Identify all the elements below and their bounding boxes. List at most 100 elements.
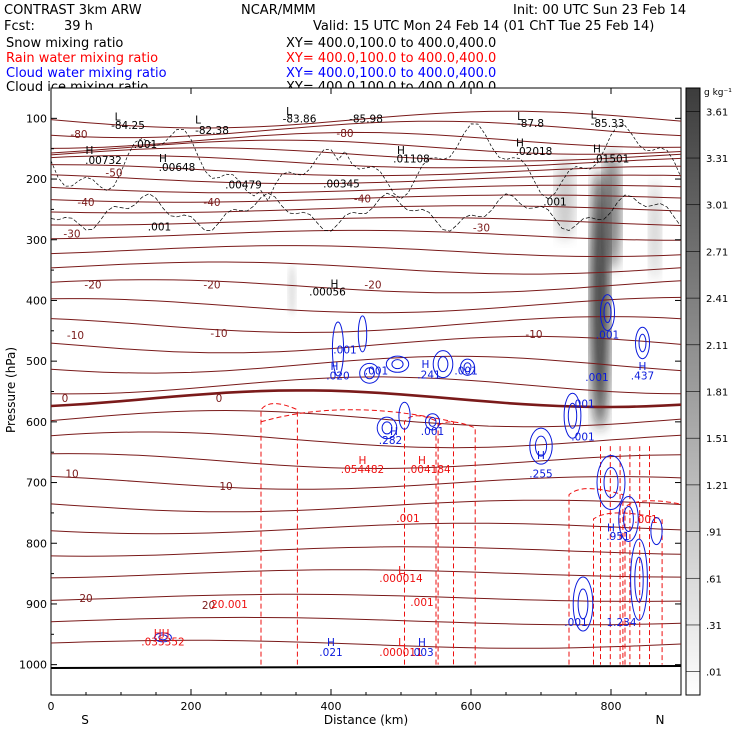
cloud-water-contour — [331, 321, 345, 377]
snow-ice-label: -82.38 — [195, 125, 229, 137]
isotherm — [51, 205, 681, 214]
snow-ice-label: .001 — [543, 197, 566, 209]
snow-ice-label: .001 — [148, 221, 171, 233]
isotherm — [51, 174, 681, 185]
temperature-label: -40 — [203, 197, 220, 209]
cloud-water-contour — [567, 402, 578, 429]
cloud-water-label: .020 — [326, 371, 349, 383]
cloud-water-label: .003 — [410, 647, 433, 659]
rain-label: L — [398, 565, 404, 577]
temperature-label: -20 — [203, 280, 220, 292]
isotherm — [51, 155, 681, 169]
y-tick-label: 600 — [26, 416, 47, 429]
snow-ice-label: .00479 — [225, 180, 262, 192]
rain-label: 20.001 — [211, 599, 248, 611]
valid-time: Valid: 15 UTC Mon 24 Feb 14 (01 ChT Tue … — [313, 19, 655, 34]
rain-contour — [568, 488, 624, 665]
rain-label: .001 — [410, 597, 433, 609]
cloud-water-label: H — [607, 522, 615, 534]
snow-ice-label: .00345 — [323, 178, 360, 190]
isotherm — [51, 431, 681, 449]
axes: 0 200 400 600 800100200300400500600700800900… — [19, 88, 682, 713]
rain-contour — [435, 421, 476, 665]
isotherm — [51, 229, 681, 241]
temperature-label: -20 — [364, 280, 381, 292]
temperature-label: 20 — [79, 593, 92, 605]
isotherm — [51, 194, 681, 203]
snow-ice-label: -85.98 — [349, 113, 383, 125]
rain-label: HH — [154, 628, 170, 640]
y-tick-label: 100 — [26, 112, 47, 125]
snow-ice-label: .01108 — [393, 153, 430, 165]
temperature-label: 20 — [202, 600, 215, 612]
cloud-water-label: .001 — [596, 329, 619, 341]
cloud-water-label: .437 — [631, 371, 654, 383]
rain-label: .000011 — [379, 647, 422, 659]
colorbar-label: 3.31 — [706, 154, 728, 165]
isotherm — [51, 261, 681, 275]
colorbar-label: .61 — [706, 574, 722, 585]
snow-ice-label: H — [331, 278, 339, 290]
temperature-contours — [51, 110, 681, 649]
cloud-water-label: H — [422, 359, 430, 371]
temperature-label: 0 — [62, 393, 69, 405]
isotherm — [51, 616, 681, 626]
cloud-water-contour — [391, 359, 404, 370]
snow-ice-label: L — [517, 111, 523, 123]
cloud-water-label: .282 — [379, 435, 402, 447]
cloud-water-label: H — [639, 361, 647, 373]
cloud-water-contour — [529, 427, 553, 465]
x-tick-label: 0 — [48, 700, 55, 713]
snow-ice-label: L — [195, 115, 201, 127]
isotherm — [51, 522, 681, 535]
isotherm — [51, 593, 681, 602]
cloud-water-contour — [425, 413, 440, 431]
cloud-water-contour — [381, 421, 393, 435]
isotherm-zero — [51, 389, 681, 409]
isotherm — [51, 131, 681, 149]
cloud-water-label: H — [327, 637, 335, 649]
isotherm — [51, 453, 681, 470]
cloud-water-contour — [376, 416, 398, 440]
snow-ice-label: .00648 — [159, 162, 196, 174]
y-tick-label: 500 — [26, 355, 47, 368]
temperature-label: -80 — [70, 129, 87, 141]
isotherm — [51, 316, 681, 334]
colorbar-unit: g kg⁻¹ — [704, 88, 732, 98]
colorbar-label: 1.21 — [706, 481, 728, 492]
snow-small — [288, 265, 296, 315]
rain-label: H — [418, 455, 426, 467]
rain-label: .001 — [396, 513, 419, 525]
field-snow-name: Snow mixing ratio — [6, 36, 124, 51]
temperature-label: -10 — [525, 329, 542, 341]
cloud-water-label: 1.234 — [606, 617, 636, 629]
cloud-water-contour — [437, 356, 449, 373]
isotherm — [51, 279, 681, 294]
snow-ice-label: -83.86 — [283, 113, 317, 125]
cloud-water-label: .001 — [571, 431, 594, 443]
y-tick-label: 700 — [26, 477, 47, 490]
isotherm — [51, 184, 681, 194]
rain-contour — [404, 415, 439, 665]
field-snow-xy: XY= 400.0,100.0 to 400.0,400.0 — [286, 36, 497, 51]
field-cloudwater-xy: XY= 400.0,100.0 to 400.0,400.0 — [286, 66, 497, 81]
snow-ice-label: -87.8 — [517, 118, 544, 130]
plot-area: -80 -80 -50 -40 -40 -40 -30 -30 -20 -20 -20 -10 -10 -… — [51, 106, 681, 669]
init-time: Init: 00 UTC Sun 23 Feb 14 — [513, 3, 687, 18]
cloud-water-contours — [154, 294, 663, 643]
cloud-water-contour — [428, 416, 437, 427]
y-tick-label: 400 — [26, 294, 47, 307]
cloud-water-contour — [618, 495, 639, 542]
isotherm — [51, 245, 681, 257]
temperature-label: -40 — [77, 197, 94, 209]
isotherm — [51, 296, 681, 314]
cloud-water-label: .021 — [319, 647, 342, 659]
isotherm — [51, 216, 681, 226]
colorbar-label: .31 — [706, 621, 722, 632]
x-axis-title: Distance (km) — [324, 713, 408, 727]
rain-label: .000014 — [379, 573, 423, 585]
temperature-label: -80 — [336, 128, 353, 140]
cloud-water-contour — [600, 294, 615, 332]
rain-label: H — [359, 455, 367, 467]
x-tick-label: 400 — [321, 700, 342, 713]
